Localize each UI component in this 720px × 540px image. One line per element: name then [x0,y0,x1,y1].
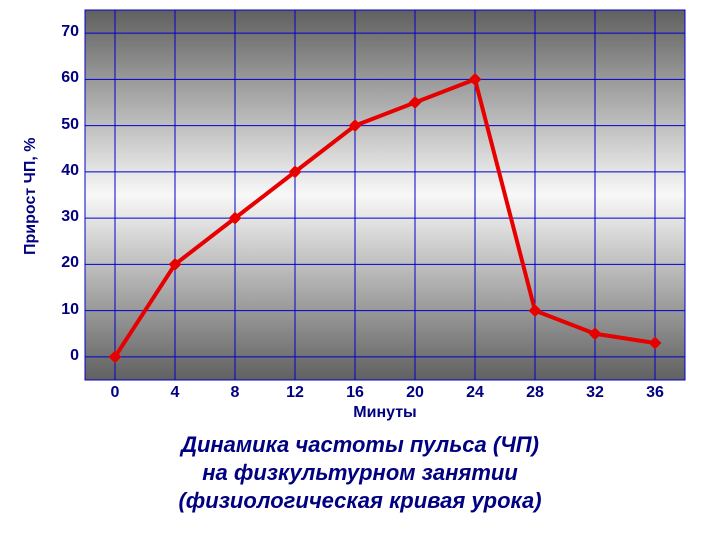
x-tick-label: 36 [635,384,675,402]
y-tick-label: 60 [61,69,79,87]
y-tick-label: 0 [70,347,79,365]
caption-line: Динамика частоты пульса (ЧП) [0,432,720,458]
y-tick-label: 50 [61,116,79,134]
x-tick-label: 12 [275,384,315,402]
x-tick-label: 20 [395,384,435,402]
x-axis-label: Минуты [85,404,685,422]
x-tick-label: 4 [155,384,195,402]
x-tick-label: 24 [455,384,495,402]
x-tick-label: 28 [515,384,555,402]
line-chart [0,0,720,540]
y-tick-label: 10 [61,301,79,319]
y-tick-label: 40 [61,162,79,180]
y-tick-label: 70 [61,23,79,41]
x-tick-label: 32 [575,384,615,402]
x-tick-label: 16 [335,384,375,402]
y-tick-label: 20 [61,254,79,272]
caption-line: на физкультурном занятии [0,460,720,486]
x-tick-label: 8 [215,384,255,402]
caption-line: (физиологическая кривая урока) [0,488,720,514]
chart-container: { "chart": { "type": "line", "title_line… [0,0,720,540]
x-tick-label: 0 [95,384,135,402]
y-axis-label: Прирост ЧП, % [22,138,40,255]
y-tick-label: 30 [61,208,79,226]
